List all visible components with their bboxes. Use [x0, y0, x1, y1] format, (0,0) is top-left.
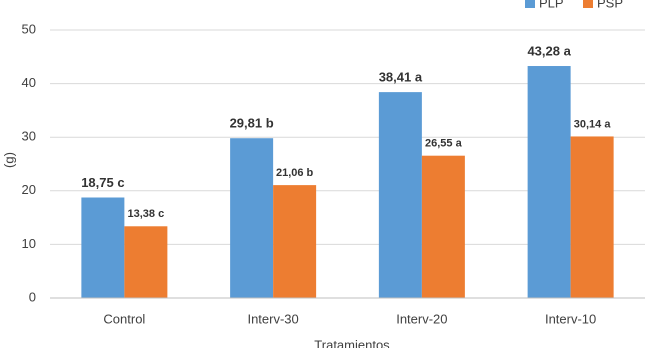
y-tick-label: 40: [22, 75, 36, 90]
value-label: 38,41 a: [379, 70, 423, 85]
value-label: 21,06 b: [276, 167, 314, 179]
legend-label: PLP: [539, 0, 564, 10]
value-label: 43,28 a: [527, 43, 571, 58]
bar: [527, 66, 571, 299]
bar: [230, 138, 274, 298]
y-tick-label: 50: [22, 21, 36, 36]
bar: [124, 226, 168, 298]
bar: [81, 197, 125, 298]
x-tick-label: Control: [103, 311, 145, 326]
value-label: 29,81 b: [230, 116, 274, 131]
value-label: 26,55 a: [425, 138, 463, 150]
x-tick-label: Interv-30: [247, 311, 298, 326]
legend-swatch: [525, 0, 535, 8]
bar: [273, 185, 317, 298]
x-tick-label: Interv-20: [396, 311, 447, 326]
y-tick-label: 10: [22, 236, 36, 251]
bar: [570, 136, 614, 298]
x-tick-label: Interv-10: [545, 311, 596, 326]
value-label: 18,75 c: [81, 175, 124, 190]
y-tick-label: 0: [29, 289, 36, 304]
bar: [421, 155, 465, 298]
y-axis-title: (g): [1, 152, 16, 168]
legend-swatch: [583, 0, 593, 8]
x-axis-title: Tratamientos: [314, 337, 390, 348]
value-label: 30,14 a: [574, 118, 612, 130]
y-tick-label: 20: [22, 182, 36, 197]
legend-label: PSP: [597, 0, 623, 10]
y-tick-label: 30: [22, 129, 36, 144]
bar: [378, 92, 422, 298]
value-label: 13,38 c: [128, 208, 165, 220]
